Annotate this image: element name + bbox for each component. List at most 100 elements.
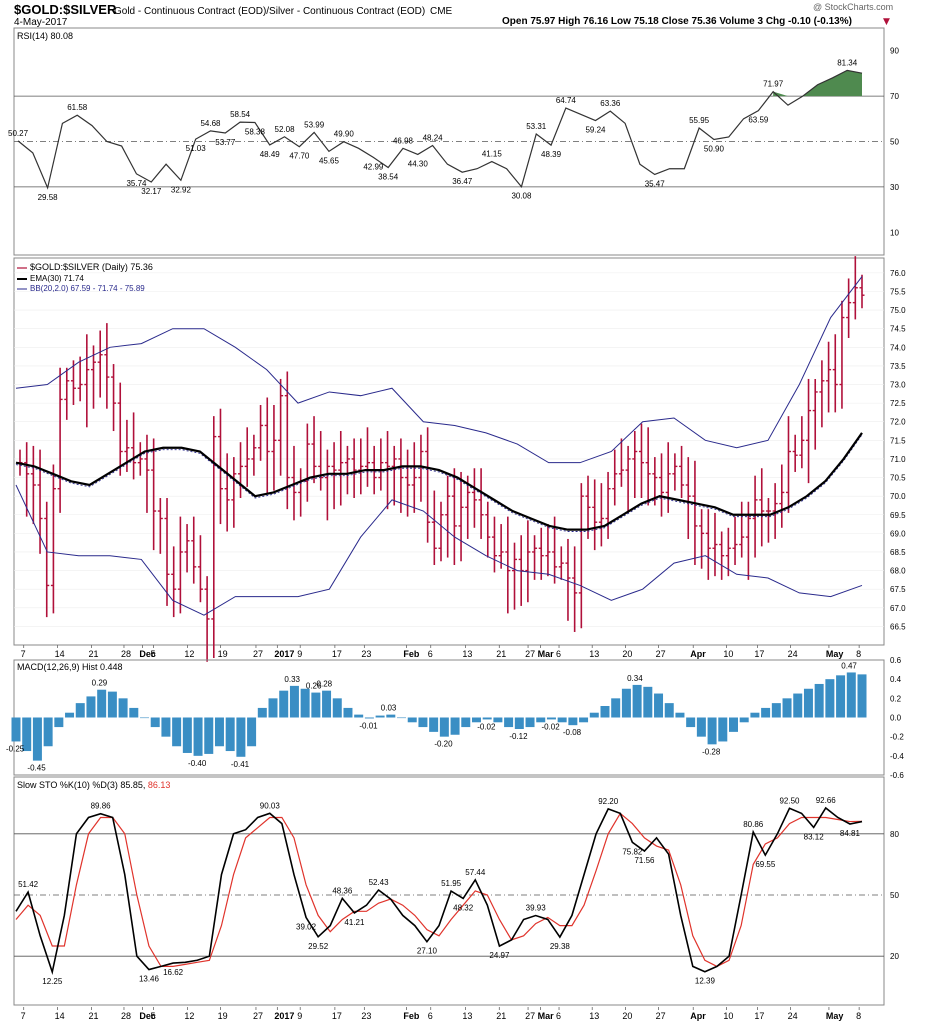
y-tick-label: 50 (890, 891, 899, 900)
x-tick-label: 19 (218, 649, 228, 659)
macd-bar (825, 679, 835, 718)
y-tick-label: 50 (890, 138, 899, 147)
stoch-data-label: 69.55 (755, 860, 776, 869)
y-tick-label: 76.0 (890, 269, 906, 278)
macd-bar (150, 717, 160, 728)
macd-bar (257, 707, 267, 718)
rsi-data-label: 54.68 (200, 119, 221, 128)
rsi-data-label: 35.74 (126, 179, 147, 188)
x-tick-label: Feb (403, 649, 420, 659)
stoch-data-label: 92.66 (816, 796, 837, 805)
y-tick-label: 73.5 (890, 362, 906, 371)
macd-data-label: -0.01 (359, 721, 378, 730)
x-tick-label: Mar (538, 1011, 555, 1021)
stoch-data-label: 24.97 (489, 951, 510, 960)
macd-bar (397, 717, 407, 719)
x-tick-label: 21 (496, 649, 506, 659)
stoch-data-label: 80.86 (743, 820, 764, 829)
macd-bar (643, 686, 653, 718)
ema-30-line (15, 432, 863, 531)
y-tick-label: 68.0 (890, 567, 906, 576)
x-tick-label: Dec (139, 649, 156, 659)
x-tick-label: 13 (462, 1011, 472, 1021)
x-tick-label: 8 (856, 649, 861, 659)
rsi-data-label: 42.99 (363, 162, 384, 171)
rsi-data-label: 50.90 (704, 144, 725, 153)
x-tick-label: Mar (538, 649, 555, 659)
chart-ohlc: Open 75.97 High 76.16 Low 75.18 Close 75… (502, 16, 852, 27)
bollinger-upper-band (15, 276, 863, 464)
macd-bar (664, 703, 674, 718)
macd-bar (54, 717, 64, 728)
macd-bar (686, 717, 696, 728)
macd-data-label: -0.20 (434, 740, 453, 749)
stoch-data-label: 52.43 (369, 878, 390, 887)
rsi-data-label: 36.47 (452, 177, 473, 186)
stoch-title-main: Slow STO %K(10) %D(3) 85.85, (17, 780, 148, 790)
rsi-data-label: 53.77 (215, 138, 236, 147)
y-tick-label: -0.4 (890, 752, 904, 761)
stoch-data-label: 41.21 (344, 918, 365, 927)
chart-description: Gold - Continuous Contract (EOD)/Silver … (114, 6, 425, 17)
y-tick-label: 70.5 (890, 474, 906, 483)
rsi-data-label: 52.08 (275, 125, 296, 134)
x-tick-label: 5 (150, 649, 155, 659)
x-tick-label: 14 (55, 649, 65, 659)
macd-bar (782, 698, 792, 718)
x-tick-label: 5 (150, 1011, 155, 1021)
rsi-data-label: 48.39 (541, 150, 562, 159)
macd-data-label: 0.33 (284, 675, 300, 684)
down-marker: ▼ (883, 17, 890, 27)
macd-bar (418, 717, 428, 728)
macd-bar (279, 690, 289, 718)
rsi-data-label: 58.54 (230, 110, 251, 119)
macd-bar (761, 707, 771, 718)
x-tick-label: 28 (121, 649, 131, 659)
y-tick-label: 75.0 (890, 306, 906, 315)
stoch-data-label: 48.32 (453, 903, 474, 912)
macd-bar (611, 698, 621, 718)
macd-bar (718, 717, 728, 742)
macd-bar (107, 691, 117, 718)
x-tick-label: 14 (55, 1011, 65, 1021)
y-tick-label: -0.2 (890, 733, 904, 742)
macd-bar (600, 706, 610, 718)
macd-bar (439, 717, 449, 737)
x-tick-label: 10 (723, 649, 733, 659)
macd-data-label: -0.28 (702, 747, 721, 756)
y-tick-label: 74.5 (890, 325, 906, 334)
rsi-data-label: 32.92 (171, 185, 192, 194)
y-tick-label: 71.5 (890, 436, 906, 445)
rsi-data-label: 59.24 (585, 126, 606, 135)
macd-bar (750, 712, 760, 718)
macd-bar (65, 712, 75, 718)
y-tick-label: 73.0 (890, 381, 906, 390)
macd-data-label: 0.34 (627, 674, 643, 683)
x-tick-label: 17 (754, 1011, 764, 1021)
macd-data-label: -0.02 (541, 722, 560, 731)
macd-bar (86, 696, 96, 718)
x-tick-label: 13 (589, 1011, 599, 1021)
stoch-data-label: 29.52 (308, 942, 329, 951)
x-tick-label: 8 (856, 1011, 861, 1021)
rsi-data-label: 51.03 (186, 144, 207, 153)
macd-bar (289, 685, 299, 718)
stoch-data-label: 39.02 (296, 922, 317, 931)
macd-bar (225, 717, 235, 752)
stoch-d-line (15, 812, 863, 968)
macd-bar (140, 717, 150, 719)
macd-panel: -0.6 -0.4 -0.2 0.0 0.2 0.4 0.6 -0.25 -0.45 0.29 -0… (6, 656, 904, 780)
stoch-k-line (15, 806, 863, 976)
y-tick-label: 71.0 (890, 455, 906, 464)
y-tick-label: 0.0 (890, 714, 902, 723)
macd-bar (471, 717, 481, 723)
macd-bar (236, 717, 246, 757)
stoch-data-label: 12.39 (695, 977, 716, 986)
y-tick-label: 72.0 (890, 418, 906, 427)
stoch-data-label: 51.42 (18, 880, 39, 889)
macd-data-label: 0.03 (381, 704, 397, 713)
rsi-data-label: 81.34 (837, 58, 858, 67)
